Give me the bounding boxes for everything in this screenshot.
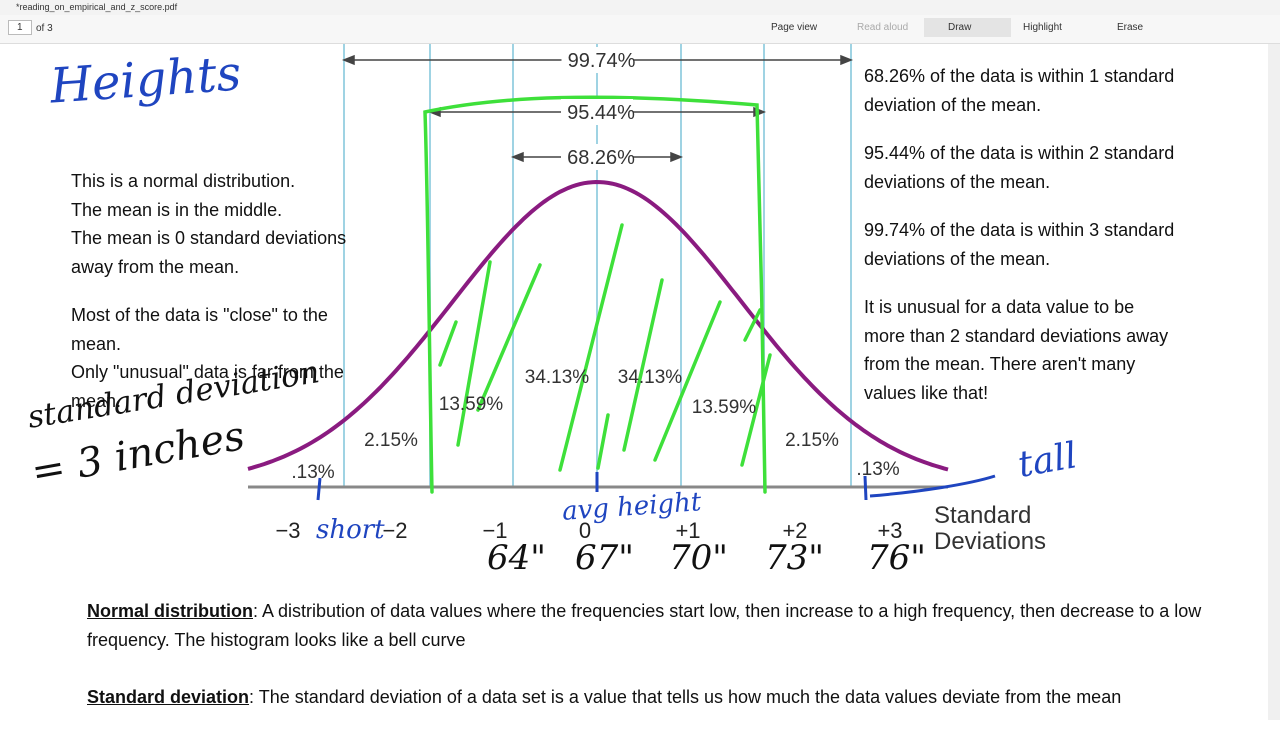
axis-tick: −2 bbox=[382, 518, 407, 543]
paragraph: 68.26% of the data is within 1 standard d… bbox=[864, 62, 1174, 119]
definition: Standard deviation: The standard deviati… bbox=[87, 683, 1207, 712]
arrow-head bbox=[510, 151, 684, 163]
text-line: deviations of the mean. bbox=[864, 171, 1051, 192]
range-label: 99.74% bbox=[568, 50, 636, 72]
page-number[interactable]: 1 bbox=[8, 20, 32, 35]
toolbar-button[interactable]: Read aloud bbox=[857, 22, 909, 33]
definition-term: Normal distribution bbox=[87, 601, 253, 621]
label-bg bbox=[561, 144, 633, 170]
right-text: 68.26% of the data is within 1 standard d… bbox=[864, 62, 1174, 427]
text-line: Most of the data is "close" to the bbox=[71, 305, 328, 325]
axis-tick: −1 bbox=[482, 518, 507, 543]
text-line: mean. bbox=[71, 333, 122, 354]
hand-inches: 64" bbox=[487, 538, 546, 578]
paragraph: It is unusual for a data value to be more… bbox=[864, 293, 1174, 407]
definitions: Normal distribution: A distribution of d… bbox=[87, 597, 1207, 741]
highlight-box bbox=[423, 95, 767, 494]
axis-title: Deviations bbox=[934, 528, 1046, 555]
toolbar-button[interactable]: Page view bbox=[771, 22, 818, 33]
toolbar-button[interactable]: Draw bbox=[924, 18, 1012, 37]
paragraph: This is a normal distribution. The mean i… bbox=[71, 167, 346, 281]
axis-tick: +2 bbox=[782, 518, 807, 543]
range-label: 68.26% bbox=[567, 147, 635, 169]
paragraph: 95.44% of the data is within 2 standard d… bbox=[864, 139, 1174, 196]
label-bg bbox=[561, 47, 634, 73]
arrow-head bbox=[341, 54, 854, 66]
text-line: from the mean. There aren't many bbox=[864, 354, 1136, 374]
text-line: It is unusual for a data value to be bbox=[864, 297, 1135, 317]
toolbar-button[interactable]: Highlight bbox=[1023, 22, 1062, 33]
axis-tick: −3 bbox=[275, 518, 300, 543]
paragraph: Most of the data is "close" to the mean. O… bbox=[71, 301, 346, 415]
hand-marks bbox=[316, 472, 996, 501]
text-line: Only "unusual" data is far from the bbox=[71, 362, 344, 382]
hand-inches: 76" bbox=[867, 538, 926, 578]
file-name: *reading_on_empirical_and_z_score.pdf bbox=[16, 2, 178, 12]
left-text: This is a normal distribution. The mean i… bbox=[71, 167, 346, 435]
axis-tick: +1 bbox=[675, 518, 700, 543]
screen: *reading_on_empirical_and_z_score.pdf 1 … bbox=[0, 0, 1280, 720]
axis-title: Standard bbox=[934, 502, 1031, 529]
scrollbar[interactable] bbox=[1268, 44, 1280, 720]
text-line: 95.44% of the data is within 2 standard bbox=[864, 143, 1175, 163]
region-label: 2.15% bbox=[785, 430, 839, 451]
toolbar: 1 of 3 Page view Read aloud Draw Highlig… bbox=[0, 15, 1280, 44]
axis-tick: 0 bbox=[579, 518, 591, 543]
text-line: deviation of the mean. bbox=[864, 94, 1042, 115]
region-label: 13.59% bbox=[692, 397, 757, 418]
text-line: deviations of the mean. bbox=[864, 248, 1051, 269]
range-label: 95.44% bbox=[567, 102, 635, 124]
page-count: of 3 bbox=[36, 23, 53, 34]
definition-text: : A distribution of data values where th… bbox=[87, 601, 1202, 650]
text-line: mean. bbox=[71, 390, 122, 411]
hand-label: short bbox=[316, 515, 385, 545]
region-label: 34.13% bbox=[525, 367, 590, 388]
text-line: This is a normal distribution. bbox=[71, 171, 296, 191]
definition-term: Standard deviation bbox=[87, 687, 250, 707]
region-label: 2.15% bbox=[364, 430, 418, 451]
hatch-marks bbox=[438, 223, 772, 472]
hand-inches: 73" bbox=[765, 538, 824, 578]
paragraph: 99.74% of the data is within 3 standard d… bbox=[864, 216, 1174, 273]
text-line: 99.74% of the data is within 3 standard bbox=[864, 220, 1175, 240]
hand-inches: 67" bbox=[575, 538, 634, 578]
region-label: 34.13% bbox=[618, 367, 683, 388]
text-line: away from the mean. bbox=[71, 256, 240, 277]
title-bar: *reading_on_empirical_and_z_score.pdf bbox=[0, 0, 1280, 15]
text-line: values like that! bbox=[864, 382, 989, 403]
bell-curve bbox=[247, 179, 949, 472]
region-label: .13% bbox=[291, 462, 334, 483]
definition-text: : The standard deviation of a data set i… bbox=[249, 687, 1122, 707]
text-line: The mean is in the middle. bbox=[71, 199, 283, 220]
text-line: The mean is 0 standard deviations bbox=[71, 228, 347, 248]
diagram: 99.74% 95.44% 68.26% .13% 2.15% 13.59% 34.13% 3… bbox=[247, 44, 1046, 555]
text-line: more than 2 standard deviations away bbox=[864, 325, 1169, 346]
hand-inches: 70" bbox=[669, 538, 728, 578]
label-bg bbox=[561, 99, 633, 125]
region-label: 13.59% bbox=[439, 394, 504, 415]
text-line: 68.26% of the data is within 1 standard bbox=[864, 66, 1175, 86]
toolbar-button[interactable]: Erase bbox=[1117, 22, 1144, 33]
definition: Normal distribution: A distribution of d… bbox=[87, 597, 1207, 654]
region-label: .13% bbox=[856, 459, 899, 480]
axis-tick: +3 bbox=[877, 518, 902, 543]
